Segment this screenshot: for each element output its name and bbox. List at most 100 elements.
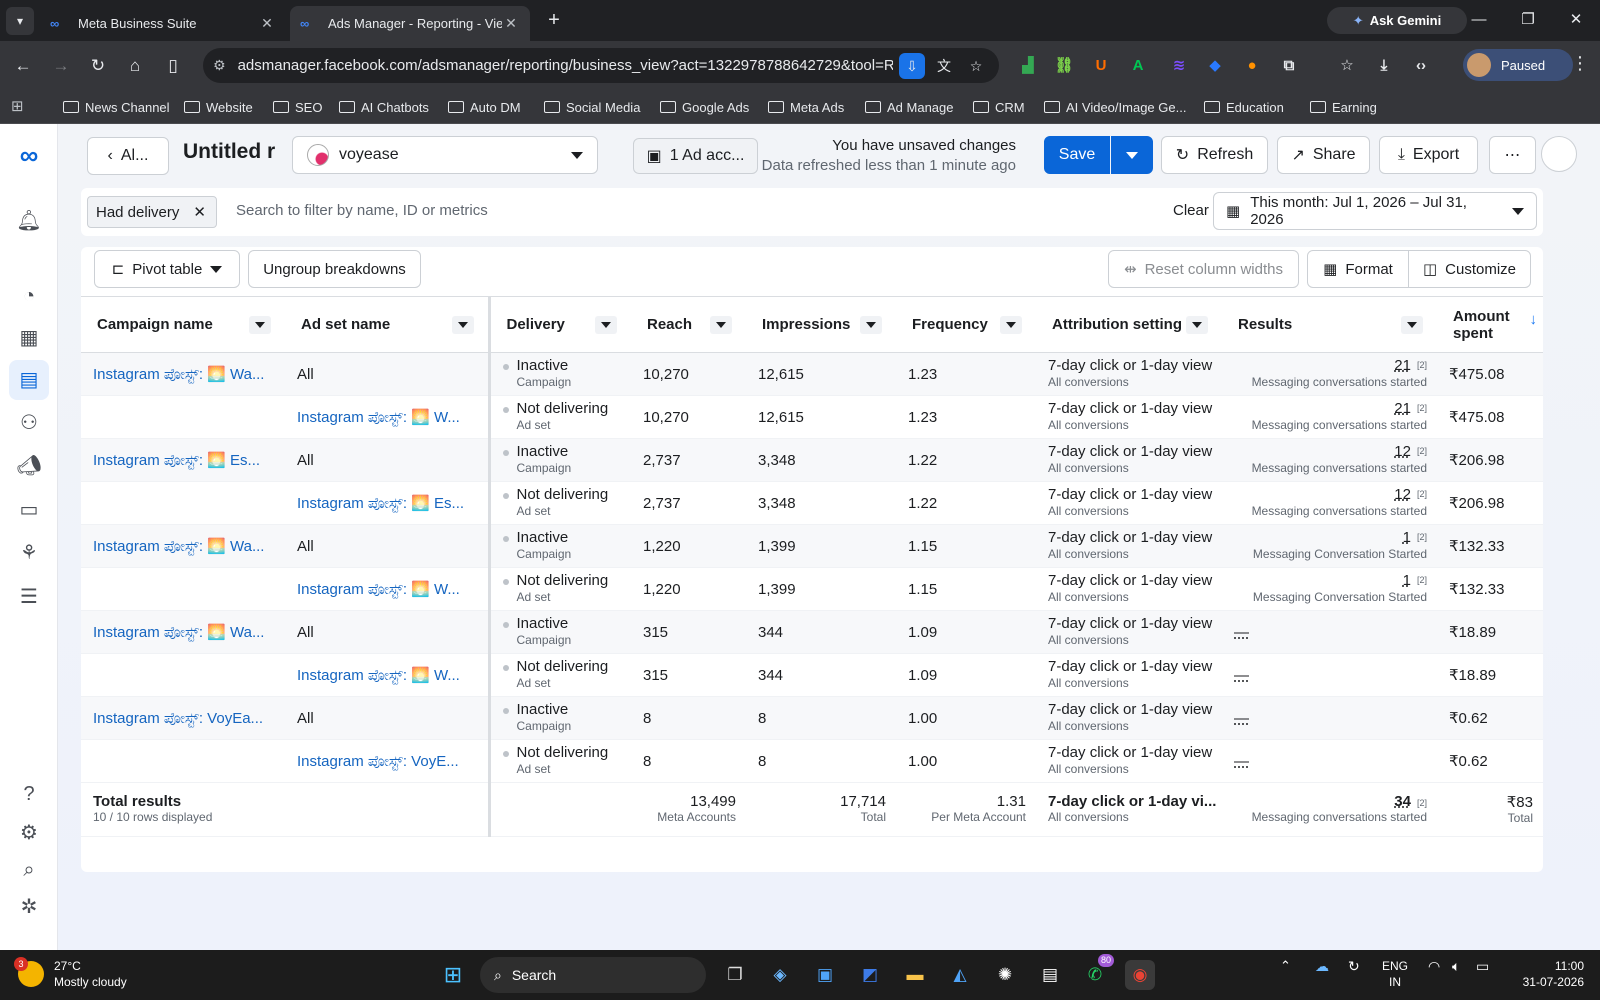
table-row[interactable]: Instagram ಪೋಸ್ಟ್: 🌅 Wa... All Inactive Ca… bbox=[81, 352, 1543, 396]
favorites-icon[interactable]: ☆ bbox=[1340, 57, 1354, 74]
table-row[interactable]: Instagram ಪೋಸ್ಟ್: 🌅 Wa... All Inactive Ca… bbox=[81, 524, 1543, 568]
column-header-frequency[interactable]: Frequency bbox=[896, 296, 1036, 353]
chatgpt-icon[interactable]: ✺ bbox=[997, 965, 1013, 984]
bookmark-folder[interactable]: Google Ads bbox=[660, 97, 749, 117]
table-icon[interactable]: ▦ bbox=[19, 327, 39, 349]
table-row[interactable]: Instagram ಪೋಸ್ಟ್: VoyE... Not delivering… bbox=[81, 739, 1543, 783]
more-options-button[interactable]: ⋯ bbox=[1489, 136, 1536, 174]
billing-card-icon[interactable]: ▭ bbox=[19, 499, 39, 521]
extension-icon[interactable]: ≋ bbox=[1172, 57, 1186, 74]
back-to-reports-button[interactable]: ‹ Al... bbox=[87, 137, 169, 175]
help-icon[interactable]: ? bbox=[23, 783, 35, 805]
forward-icon[interactable]: → bbox=[52, 56, 70, 75]
chevron-down-icon[interactable] bbox=[710, 316, 732, 334]
table-row[interactable]: Instagram ಪೋಸ್ಟ್: 🌅 W... Not delivering A… bbox=[81, 653, 1543, 697]
weather-widget[interactable]: 3 27°C Mostly cloudy bbox=[14, 957, 127, 990]
ungroup-breakdowns-button[interactable]: Ungroup breakdowns bbox=[248, 250, 421, 288]
split-view-icon[interactable]: ▯ bbox=[168, 56, 178, 75]
back-icon[interactable]: ← bbox=[14, 56, 32, 75]
column-header-attribution[interactable]: Attribution setting bbox=[1036, 296, 1222, 353]
sync-icon[interactable]: ↻ bbox=[1348, 958, 1360, 974]
address-bar[interactable]: ⚙ adsmanager.facebook.com/adsmanager/rep… bbox=[203, 48, 999, 83]
campaigns-megaphone-icon[interactable]: 📣︎ bbox=[16, 455, 42, 477]
column-header-amount-spent[interactable]: Amount spent ↓ bbox=[1437, 296, 1543, 353]
bookmark-folder[interactable]: Education bbox=[1204, 97, 1284, 117]
all-tools-menu-icon[interactable]: ☰ bbox=[20, 586, 38, 608]
table-row[interactable]: Instagram ಪೋಸ್ಟ್: VoyEa... All Inactive C… bbox=[81, 696, 1543, 740]
table-row[interactable]: Instagram ಪೋಸ್ಟ್: 🌅 W... Not delivering A… bbox=[81, 567, 1543, 611]
bookmark-star-icon[interactable]: ☆ bbox=[969, 57, 983, 74]
campaign-name-cell[interactable]: Instagram ಪೋಸ್ಟ್: 🌅 Es... bbox=[81, 438, 285, 482]
business-settings-icon[interactable]: ⚘ bbox=[20, 542, 38, 564]
show-hidden-icons-icon[interactable]: ⌃ bbox=[1280, 958, 1291, 973]
ublock-extension-icon[interactable]: U bbox=[1095, 57, 1107, 74]
search-icon[interactable]: ⌕ bbox=[23, 859, 35, 881]
filter-chip[interactable]: Had delivery ✕ bbox=[87, 196, 217, 228]
customize-button[interactable]: ◫ Customize bbox=[1408, 250, 1531, 288]
campaign-name-cell[interactable] bbox=[81, 481, 285, 525]
column-header-impressions[interactable]: Impressions bbox=[746, 296, 896, 353]
column-header-ad-set-name[interactable]: Ad set name bbox=[285, 296, 491, 353]
analytics-extension-icon[interactable]: ▟ bbox=[1022, 57, 1034, 74]
home-icon[interactable]: ⌂ bbox=[129, 56, 141, 75]
minimize-icon[interactable]: — bbox=[1471, 11, 1487, 28]
chevron-down-icon[interactable] bbox=[1401, 316, 1423, 334]
date-range-picker[interactable]: ▦ This month: Jul 1, 2026 – Jul 31, 2026 bbox=[1213, 192, 1537, 230]
ask-gemini-button[interactable]: ✦ Ask Gemini bbox=[1327, 7, 1467, 34]
restore-icon[interactable]: ❐ bbox=[1521, 11, 1535, 28]
close-tab-icon[interactable]: ✕ bbox=[261, 15, 273, 31]
bookmark-folder[interactable]: Earning bbox=[1310, 97, 1377, 117]
table-row[interactable]: Instagram ಪೋಸ್ಟ್: 🌅 Es... Not delivering… bbox=[81, 481, 1543, 525]
ad-set-name-cell[interactable]: All bbox=[285, 438, 491, 482]
ad-set-name-cell[interactable]: All bbox=[285, 696, 491, 740]
clock[interactable]: 11:00 31-07-2026 bbox=[1512, 958, 1584, 990]
bookmark-folder[interactable]: Auto DM bbox=[448, 97, 521, 117]
reset-column-widths-button[interactable]: ⇹ Reset column widths bbox=[1108, 250, 1299, 288]
downloads-icon[interactable]: ⤓ bbox=[1380, 57, 1388, 74]
browser-menu-icon[interactable]: ⋮ bbox=[1571, 53, 1589, 73]
save-button[interactable]: Save bbox=[1044, 136, 1110, 174]
format-button[interactable]: ▦ Format bbox=[1307, 250, 1409, 288]
windows-start-icon[interactable]: ⊞ bbox=[443, 962, 463, 987]
app-icon[interactable]: ◩ bbox=[861, 965, 879, 984]
column-header-delivery[interactable]: Delivery bbox=[489, 296, 631, 353]
table-row[interactable]: Instagram ಪೋಸ್ಟ್: 🌅 Wa... All Inactive Ca… bbox=[81, 610, 1543, 654]
bookmark-folder[interactable]: AI Chatbots bbox=[339, 97, 429, 117]
report-title[interactable]: Untitled r bbox=[183, 140, 276, 163]
ad-set-name-cell[interactable]: Instagram ಪೋಸ್ಟ್: 🌅 Es... bbox=[285, 481, 491, 525]
dashboard-gauge-icon[interactable]: ◔ bbox=[22, 285, 36, 307]
filter-search-input[interactable]: Search to filter by name, ID or metrics bbox=[236, 202, 488, 219]
settings-gear-icon[interactable]: ⚙ bbox=[20, 822, 38, 844]
bookmark-folder[interactable]: Ad Manage bbox=[865, 97, 954, 117]
tag-extension-icon[interactable]: ◆ bbox=[1209, 57, 1221, 74]
wifi-icon[interactable]: ◠ bbox=[1428, 958, 1441, 974]
bookmark-folder[interactable]: Website bbox=[184, 97, 253, 117]
microsoft-store-icon[interactable]: ▣ bbox=[816, 965, 834, 984]
chevron-down-icon[interactable] bbox=[860, 316, 882, 334]
ad-set-name-cell[interactable]: Instagram ಪೋಸ್ಟ್: VoyE... bbox=[285, 739, 491, 783]
campaign-name-cell[interactable] bbox=[81, 653, 285, 697]
meta-logo-icon[interactable]: ∞ bbox=[19, 140, 39, 170]
ad-set-name-cell[interactable]: All bbox=[285, 610, 491, 654]
reports-icon[interactable]: ▤ bbox=[9, 360, 49, 400]
battery-icon[interactable]: ▭ bbox=[1476, 958, 1490, 974]
taskbar-search[interactable]: ⌕ Search bbox=[480, 957, 706, 993]
campaign-name-cell[interactable] bbox=[81, 567, 285, 611]
campaign-name-cell[interactable] bbox=[81, 739, 285, 783]
volume-icon[interactable]: 🔈︎ bbox=[1452, 958, 1461, 974]
sort-descending-icon[interactable]: ↓ bbox=[1529, 311, 1538, 328]
remove-filter-icon[interactable]: ✕ bbox=[193, 204, 206, 221]
bookmark-folder[interactable]: AI Video/Image Ge... bbox=[1044, 97, 1186, 117]
account-avatar[interactable] bbox=[1541, 136, 1577, 172]
chrome-icon[interactable]: ◉ bbox=[1125, 960, 1155, 990]
bookmark-folder[interactable]: News Channel bbox=[63, 97, 170, 117]
extensions-puzzle-icon[interactable]: ⧉ bbox=[1283, 57, 1295, 74]
ad-set-name-cell[interactable]: Instagram ಪೋಸ್ಟ್: 🌅 W... bbox=[285, 653, 491, 697]
reload-icon[interactable]: ↻ bbox=[90, 56, 106, 75]
campaign-name-cell[interactable]: Instagram ಪೋಸ್ಟ್: 🌅 Wa... bbox=[81, 610, 285, 654]
report-bug-icon[interactable]: ✲ bbox=[20, 896, 38, 918]
save-options-dropdown[interactable] bbox=[1111, 136, 1153, 174]
campaign-name-cell[interactable]: Instagram ಪೋಸ್ಟ್: VoyEa... bbox=[81, 696, 285, 740]
tab-search-icon[interactable]: ▾ bbox=[6, 7, 34, 35]
tab-meta-business-suite[interactable]: ∞ Meta Business Suite ✕ bbox=[40, 6, 286, 41]
